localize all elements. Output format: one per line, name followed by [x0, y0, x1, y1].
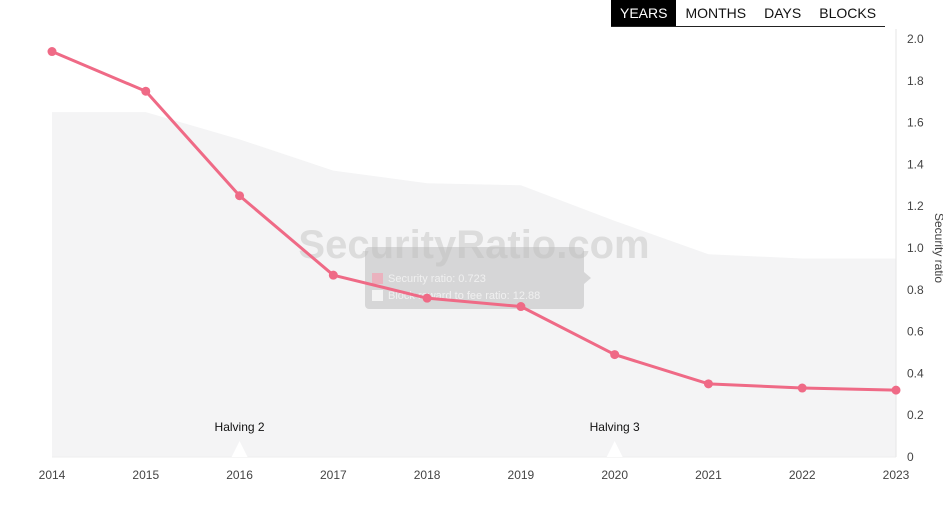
y-tick-label: 1.0: [907, 241, 924, 255]
halving-marker: [231, 441, 248, 457]
tooltip-box: [365, 247, 584, 309]
y-tick-label: 1.8: [907, 74, 924, 88]
y-tick-label: 0.8: [907, 283, 924, 297]
y-tick-label: 0.6: [907, 325, 924, 339]
y-tick-label: 1.2: [907, 199, 924, 213]
x-tick-label: 2023: [883, 468, 910, 482]
tab-blocks[interactable]: BLOCKS: [819, 5, 877, 21]
halving-label: Halving 2: [215, 420, 265, 434]
tab-years[interactable]: YEARS: [611, 0, 677, 26]
y-tick-label: 2.0: [907, 32, 924, 46]
halving-marker: [606, 441, 623, 457]
tab-days[interactable]: DAYS: [764, 5, 802, 21]
data-point[interactable]: [422, 293, 432, 303]
x-tick-label: 2021: [695, 468, 722, 482]
line-layer: [47, 47, 901, 395]
y-tick-label: 0.2: [907, 408, 924, 422]
y-tick-label: 1.6: [907, 116, 924, 130]
tooltip: Security ratio: 0.723 Block reward to fe…: [365, 247, 591, 309]
x-tick-label: 2018: [414, 468, 441, 482]
data-point[interactable]: [47, 47, 57, 57]
x-tick-label: 2020: [601, 468, 628, 482]
x-tick-label: 2016: [226, 468, 253, 482]
x-tick-label: 2017: [320, 468, 347, 482]
data-point[interactable]: [797, 383, 807, 393]
halving-markers: Halving 2 Halving 3: [215, 420, 640, 457]
data-point[interactable]: [703, 379, 713, 389]
x-tick-label: 2015: [132, 468, 159, 482]
tooltip-swatch-1: [372, 273, 383, 284]
tooltip-swatch-2: [372, 290, 383, 301]
line-series: [51, 50, 897, 392]
y-axis-title: Security ratio: [932, 213, 943, 283]
tooltip-pointer: [584, 272, 591, 284]
tab-months[interactable]: MONTHS: [685, 5, 747, 21]
tooltip-row-1: Security ratio: 0.723: [388, 273, 486, 285]
timeframe-tabs: YEARS MONTHS DAYS BLOCKS: [611, 0, 886, 27]
x-tick-label: 2014: [39, 468, 66, 482]
data-point[interactable]: [141, 86, 151, 96]
x-axis: 2014 2015 2016 2017 2018 2019 2020 2021 2022 2023: [39, 456, 910, 482]
data-point[interactable]: [328, 270, 338, 280]
data-point[interactable]: [891, 385, 901, 395]
y-tick-label: 1.4: [907, 157, 924, 171]
halving-label: Halving 3: [590, 420, 640, 434]
data-point[interactable]: [516, 302, 526, 312]
data-point[interactable]: [235, 191, 245, 201]
y-tick-label: 0: [907, 450, 914, 464]
x-tick-label: 2022: [789, 468, 816, 482]
y-tick-label: 0.4: [907, 366, 924, 380]
y-axis: 0 0.2 0.4 0.6 0.8 1.0 1.2 1.4 1.6 1.8 2.0: [895, 29, 924, 464]
x-tick-label: 2019: [508, 468, 535, 482]
data-point[interactable]: [610, 350, 620, 360]
